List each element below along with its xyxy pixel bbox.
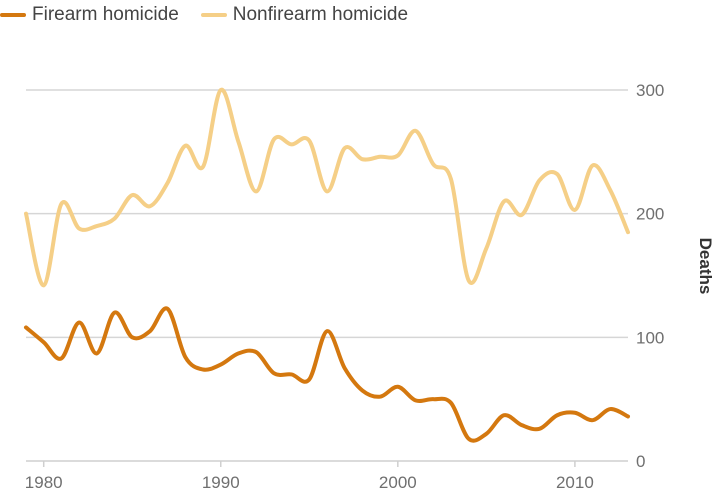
- legend-label-firearm: Firearm homicide: [32, 4, 179, 25]
- y-tick-label: 200: [636, 205, 664, 224]
- legend: Firearm homicide Nonfirearm homicide: [0, 4, 408, 26]
- series-line-firearm: [24, 306, 630, 443]
- legend-swatch-nonfirearm: [200, 13, 227, 17]
- x-tick-label: 2010: [556, 473, 594, 492]
- legend-label-nonfirearm: Nonfirearm homicide: [232, 4, 409, 25]
- legend-item-nonfirearm: Nonfirearm homicide: [200, 4, 409, 26]
- y-axis-label: Deaths: [696, 238, 715, 295]
- series-lines: [24, 87, 630, 443]
- x-tick-label: 2000: [379, 473, 417, 492]
- y-tick-label: 0: [636, 452, 645, 471]
- y-axis-ticks: 0 100 200 300: [636, 81, 664, 471]
- gridlines: [26, 89, 628, 462]
- y-tick-label: 300: [636, 81, 664, 100]
- y-tick-label: 100: [636, 328, 664, 347]
- x-tick-label: 1990: [202, 473, 240, 492]
- x-axis-ticks: 1980 1990 2000 2010: [25, 461, 594, 492]
- x-tick-label: 1980: [25, 473, 63, 492]
- legend-item-firearm: Firearm homicide: [0, 4, 179, 26]
- series-line-nonfirearm: [24, 87, 630, 288]
- legend-swatch-firearm: [0, 13, 26, 17]
